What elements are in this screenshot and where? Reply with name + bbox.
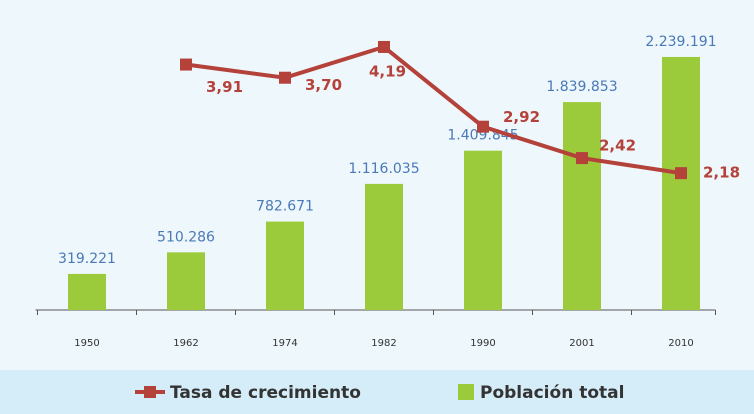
line	[185, 44, 682, 176]
bar	[68, 273, 106, 310]
x-tick-label: 2010	[668, 338, 693, 349]
bar	[266, 221, 304, 310]
line-marker	[675, 167, 687, 180]
bar-value-label: 2.239.191	[645, 34, 716, 50]
bar-value-label: 319.221	[58, 251, 116, 267]
bar-value-label: 1.839.853	[546, 79, 617, 95]
line-marker	[378, 40, 390, 53]
line-marker	[279, 71, 291, 84]
x-tick-label: 1990	[470, 338, 495, 349]
legend-swatch	[458, 384, 474, 400]
line-value-label: 3,70	[305, 76, 342, 94]
bar	[365, 183, 403, 310]
legend-label: Población total	[480, 383, 624, 403]
bar-value-label: 782.671	[256, 199, 314, 215]
x-tick-label: 1950	[74, 338, 99, 349]
bar	[563, 102, 601, 310]
line-value-label: 2,18	[703, 164, 740, 182]
bar	[662, 56, 700, 310]
legend-marker	[144, 386, 156, 398]
line-value-label: 2,42	[599, 137, 636, 155]
legend-background	[0, 370, 754, 414]
line-marker	[477, 120, 489, 133]
x-tick-label: 1962	[173, 338, 198, 349]
x-tick-label: 2001	[569, 338, 594, 349]
bar-value-label: 1.116.035	[348, 161, 419, 177]
line-value-label: 3,91	[206, 78, 243, 96]
bar	[167, 252, 205, 310]
bar-value-label: 510.286	[157, 229, 215, 245]
x-tick-label: 1982	[371, 338, 396, 349]
legend-label: Tasa de crecimiento	[170, 383, 361, 403]
bar	[464, 150, 502, 310]
line-marker	[576, 152, 588, 165]
line-value-label: 2,92	[503, 108, 540, 126]
line-value-label: 4,19	[369, 62, 406, 80]
line-marker	[180, 58, 192, 71]
x-tick-label: 1974	[272, 338, 297, 349]
